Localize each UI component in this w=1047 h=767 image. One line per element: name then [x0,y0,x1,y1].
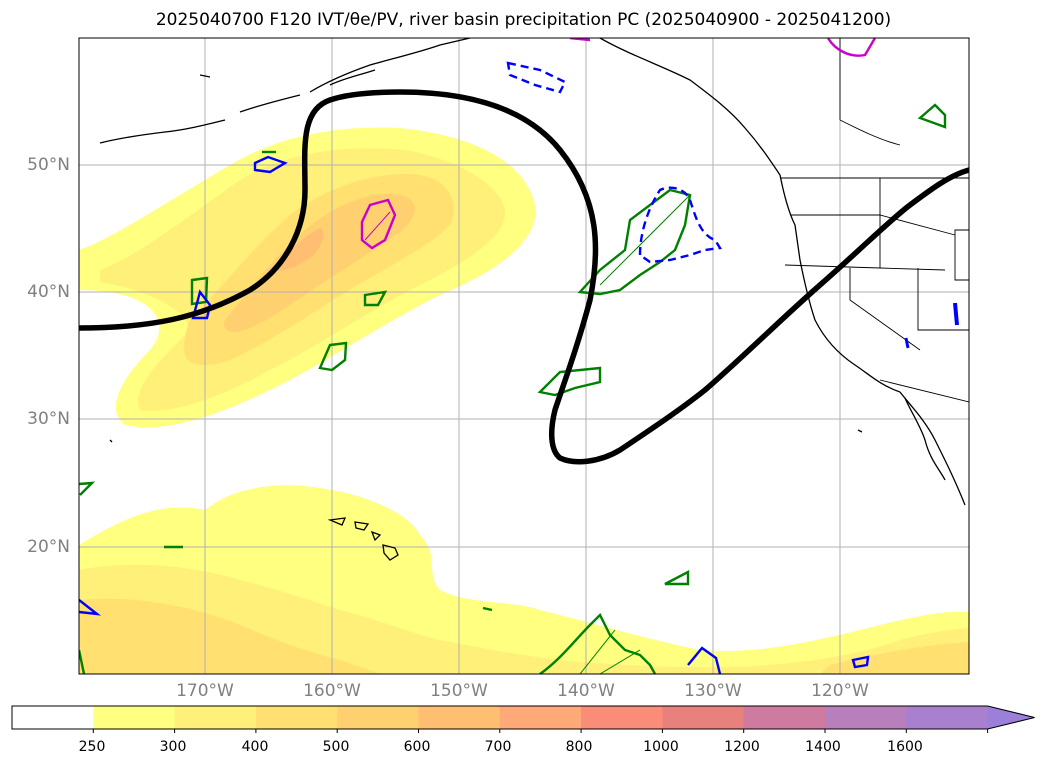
colorbar-segment [12,706,94,729]
graticule [79,38,969,674]
colorbar-label: 400 [241,739,269,755]
colorbar-segment [174,706,257,729]
colorbar-label: 300 [159,739,187,755]
colorbar-label: 1200 [724,739,760,755]
colorbar-segment [499,706,582,729]
colorbar-segment [662,706,745,729]
lat-label-40n: 40°N [27,282,70,302]
colorbar-segment [337,706,420,729]
colorbar-label: 600 [403,739,431,755]
lon-label-120w: 120°W [811,681,869,701]
lon-label-160w: 160°W [303,681,361,701]
lon-label-150w: 150°W [430,681,488,701]
lon-label-130w: 130°W [684,681,742,701]
lat-label-20n: 20°N [27,537,70,557]
colorbar-segment [743,706,826,729]
magenta-hatch [364,211,391,241]
ivt-filled-band-south [79,485,969,674]
colorbar-outline [11,705,1035,730]
colorbar-segment [581,706,663,729]
colorbar-segment [906,706,989,729]
ivt-filled-plume-north [79,127,536,428]
lat-label-30n: 30°N [27,409,70,429]
blue-dashed-contours [506,61,723,264]
green-hatch [579,194,691,674]
colorbar-extension-arrow [987,706,1035,729]
colorbar-label: 1000 [643,739,679,755]
lat-label-50n: 50°N [27,155,70,175]
green-contours [79,103,947,674]
coastlines [99,38,966,561]
colorbar-label: 800 [565,739,593,755]
colorbar [11,705,1035,733]
colorbar-label: 250 [78,739,106,755]
colorbar-segment [93,706,176,729]
colorbar-segment [255,706,338,729]
colorbar-segment [418,706,501,729]
state-borders [780,38,969,403]
map-frame [78,37,970,675]
pv-contour [79,89,969,465]
lon-label-140w: 140°W [557,681,615,701]
colorbar-label: 1400 [805,739,841,755]
colorbar-segment [825,706,907,729]
lon-label-170w: 170°W [176,681,234,701]
colorbar-label: 700 [484,739,512,755]
blue-contours [79,155,959,674]
colorbar-label: 500 [322,739,350,755]
map-title: 2025040700 F120 IVT/θe/PV, river basin p… [155,10,892,30]
colorbar-label: 1600 [887,739,923,755]
